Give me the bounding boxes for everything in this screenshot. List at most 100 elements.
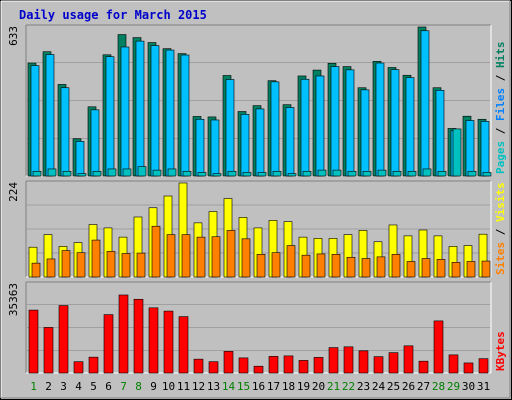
x-tick-label-day-14: 14 xyxy=(222,380,236,393)
x-tick-label-day-11: 11 xyxy=(177,380,190,393)
x-tick-label-day-29: 29 xyxy=(447,380,460,393)
bar-pages-day-4 xyxy=(77,173,87,177)
legend-item-separator: / xyxy=(494,222,507,242)
bar-files-day-15 xyxy=(240,114,250,177)
bar-pages-day-27 xyxy=(422,168,432,177)
bar-kbytes-day-8 xyxy=(133,298,144,374)
bar-kbytes-day-3 xyxy=(58,305,69,374)
bar-pages-day-3 xyxy=(62,170,72,177)
bar-pages-day-8 xyxy=(137,166,147,177)
x-tick-label-day-21: 21 xyxy=(327,380,340,393)
bar-sites-day-10 xyxy=(166,234,176,278)
bar-files-day-6 xyxy=(105,56,115,177)
bar-pages-day-30 xyxy=(467,170,477,177)
bar-files-day-20 xyxy=(315,75,325,177)
bar-pages-day-23 xyxy=(362,170,372,177)
x-tick-label-day-25: 25 xyxy=(387,380,400,393)
bar-kbytes-day-4 xyxy=(73,361,84,374)
bar-pages-day-21 xyxy=(332,169,342,177)
bar-files-day-4 xyxy=(75,141,85,177)
x-tick-label-day-2: 2 xyxy=(45,380,52,393)
x-tick-label-day-10: 10 xyxy=(162,380,175,393)
bar-kbytes-day-12 xyxy=(193,358,204,374)
bar-files-day-24 xyxy=(375,62,385,177)
bar-sites-day-27 xyxy=(421,258,431,278)
bar-kbytes-day-18 xyxy=(283,355,294,374)
bar-sites-day-11 xyxy=(181,234,191,278)
bar-sites-day-4 xyxy=(76,252,86,278)
bar-files-day-14 xyxy=(225,79,235,177)
bar-kbytes-day-27 xyxy=(418,360,429,374)
x-tick-label-day-6: 6 xyxy=(105,380,112,393)
bar-pages-day-5 xyxy=(92,170,102,177)
bar-files-day-17 xyxy=(270,81,280,177)
chart-title: Daily usage for March 2015 xyxy=(19,8,207,22)
bar-pages-day-10 xyxy=(167,168,177,177)
bar-files-day-9 xyxy=(150,45,160,177)
bar-pages-day-17 xyxy=(272,170,282,177)
bar-sites-day-5 xyxy=(91,239,101,278)
bar-pages-day-12 xyxy=(197,172,207,177)
bar-sites-day-19 xyxy=(301,254,311,278)
bar-sites-day-30 xyxy=(466,261,476,278)
bar-pages-day-13 xyxy=(212,173,222,177)
bar-pages-day-24 xyxy=(377,169,387,177)
bar-sites-day-15 xyxy=(241,238,251,278)
x-tick-label-day-31: 31 xyxy=(477,380,490,393)
bar-kbytes-day-13 xyxy=(208,361,219,374)
bar-files-day-12 xyxy=(195,118,205,177)
bar-pages-day-19 xyxy=(302,170,312,177)
bar-sites-day-26 xyxy=(406,261,416,278)
x-tick-label-day-28: 28 xyxy=(432,380,445,393)
bar-pages-day-6 xyxy=(107,168,117,177)
bar-sites-day-17 xyxy=(271,252,281,278)
bar-files-day-22 xyxy=(345,69,355,177)
bar-pages-day-20 xyxy=(317,169,327,177)
bar-kbytes-day-6 xyxy=(103,314,114,374)
bar-sites-day-9 xyxy=(151,225,161,278)
bar-kbytes-day-25 xyxy=(388,352,399,374)
bar-kbytes-day-26 xyxy=(403,345,414,374)
bar-files-day-8 xyxy=(135,40,145,177)
panel-kbytes-legend: KBytes xyxy=(494,331,507,371)
bar-files-day-21 xyxy=(330,66,340,177)
legend-item-hits: Hits xyxy=(494,42,507,69)
bar-sites-day-13 xyxy=(211,236,221,278)
bar-kbytes-day-19 xyxy=(298,360,309,374)
legend-item-pages: Pages xyxy=(494,141,507,174)
x-tick-label-day-17: 17 xyxy=(267,380,280,393)
bar-pages-day-29 xyxy=(452,128,462,177)
bar-pages-day-14 xyxy=(227,170,237,177)
bar-pages-day-16 xyxy=(257,172,267,177)
bar-kbytes-day-30 xyxy=(463,362,474,374)
x-tick-label-day-3: 3 xyxy=(60,380,67,393)
bar-files-day-27 xyxy=(420,30,430,177)
panel-hits_files_pages-legend: Pages / Files / Hits xyxy=(494,42,507,175)
bar-sites-day-28 xyxy=(436,259,446,278)
bar-kbytes-day-31 xyxy=(478,358,489,374)
x-tick-label-day-22: 22 xyxy=(342,380,355,393)
bar-sites-day-24 xyxy=(376,256,386,278)
bar-sites-day-14 xyxy=(226,230,236,278)
bar-pages-day-22 xyxy=(347,170,357,177)
bar-kbytes-day-14 xyxy=(223,351,234,374)
bar-pages-day-25 xyxy=(392,170,402,177)
x-tick-label-day-20: 20 xyxy=(312,380,325,393)
x-tick-label-day-16: 16 xyxy=(252,380,265,393)
x-tick-label-day-26: 26 xyxy=(402,380,415,393)
bar-pages-day-7 xyxy=(122,168,132,177)
x-tick-label-day-19: 19 xyxy=(297,380,310,393)
bar-files-day-5 xyxy=(90,109,100,177)
bar-files-day-18 xyxy=(285,107,295,177)
bar-files-day-3 xyxy=(60,87,70,177)
panel-kbytes-max-label: 35363 xyxy=(7,283,20,316)
bar-pages-day-9 xyxy=(152,169,162,177)
bar-sites-day-6 xyxy=(106,251,116,278)
bar-files-day-2 xyxy=(45,54,55,177)
bar-sites-day-1 xyxy=(31,262,41,278)
bar-kbytes-day-16 xyxy=(253,365,264,374)
bar-files-day-30 xyxy=(465,120,475,177)
x-tick-label-day-13: 13 xyxy=(207,380,220,393)
bar-kbytes-day-15 xyxy=(238,357,249,374)
